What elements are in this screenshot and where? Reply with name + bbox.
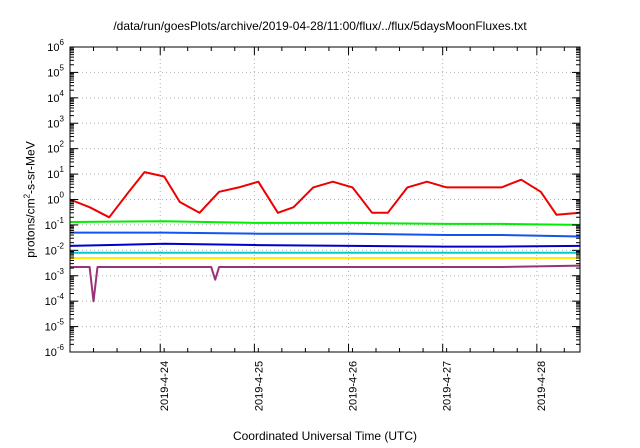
series-line-1 xyxy=(69,220,581,226)
chart-title: /data/run/goesPlots/archive/2019-04-28/1… xyxy=(113,19,527,33)
series-line-0 xyxy=(69,171,581,219)
y-tick-label: 100 xyxy=(47,191,64,207)
y-axis-label-exponent: 2 xyxy=(22,193,32,199)
series-line-6 xyxy=(70,264,581,303)
y-tick-label: 105 xyxy=(47,63,64,79)
y-tick-label: 101 xyxy=(47,165,64,181)
y-tick-label: 102 xyxy=(47,140,64,156)
y-tick-label: 10-2 xyxy=(45,241,65,257)
series-line-2 xyxy=(70,231,581,238)
series-lines xyxy=(69,171,581,303)
y-tick-label: 103 xyxy=(47,114,64,130)
x-tick-label: 2019-4-26 xyxy=(348,361,360,411)
y-axis-label-base: protons/cm xyxy=(23,198,38,258)
y-axis-label-rest: -s-sr-MeV xyxy=(23,141,38,194)
x-tick-label: 2019-4-27 xyxy=(442,361,454,411)
y-tick-label: 106 xyxy=(47,38,64,54)
y-tick-label: 10-3 xyxy=(45,267,65,283)
y-tick-label: 104 xyxy=(47,89,64,105)
series-line-3 xyxy=(69,242,581,248)
grid-lines xyxy=(70,47,580,352)
y-tick-label: 10-6 xyxy=(45,343,65,359)
x-tick-label: 2019-4-28 xyxy=(536,361,548,411)
x-tick-label: 2019-4-24 xyxy=(159,361,171,411)
y-axis-label: protons/cm2-s-sr-MeV xyxy=(23,100,38,300)
y-tick-label: 10-5 xyxy=(45,318,65,334)
axis-ticks: 10-6 10-5 10-4 10-3 10-2 10-1 100 101 102 103 104 1… xyxy=(45,38,580,411)
x-tick-label: 2019-4-25 xyxy=(253,361,265,411)
y-tick-label: 10-1 xyxy=(45,216,65,232)
y-tick-label: 10-4 xyxy=(45,292,65,308)
x-axis-label: Coordinated Universal Time (UTC) xyxy=(232,429,418,443)
